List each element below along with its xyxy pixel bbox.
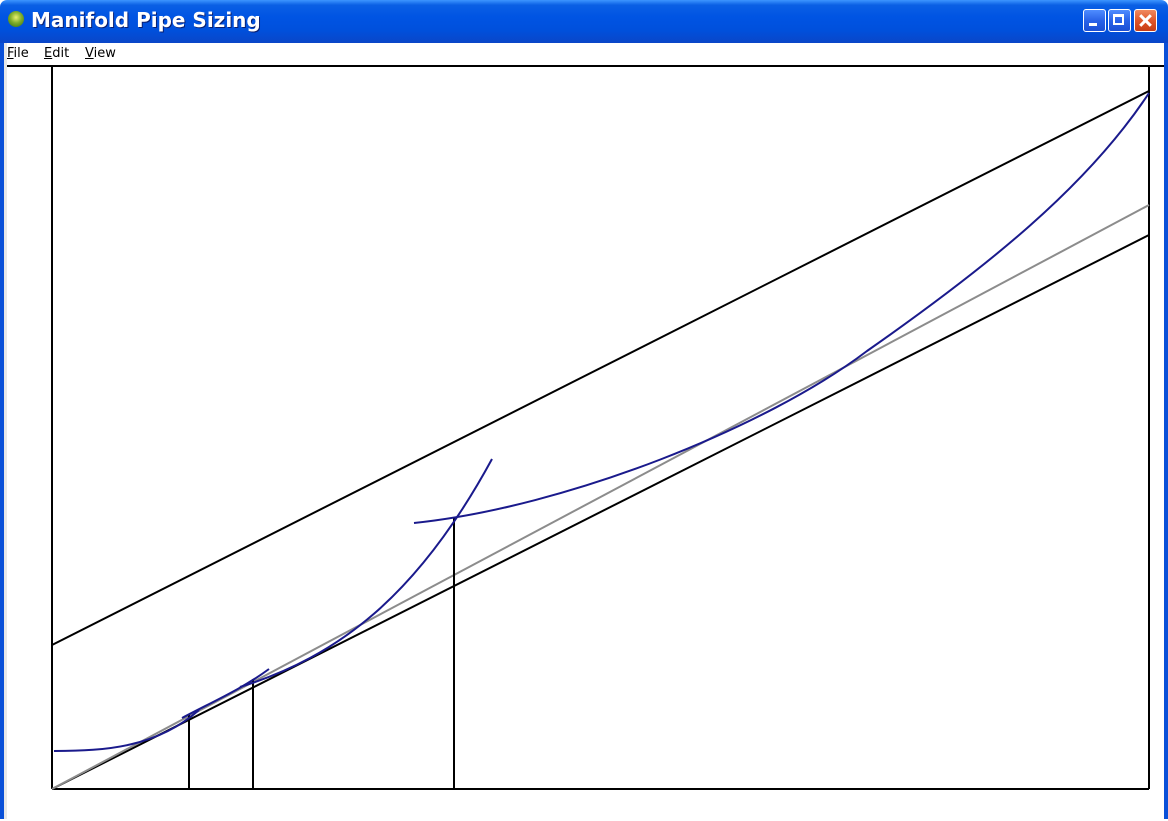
menu-view[interactable]: View (85, 46, 116, 61)
sizing-curve-4 (413, 92, 1150, 524)
title-bar[interactable]: Manifold Pipe Sizing (0, 0, 1168, 43)
manifold-app-icon[interactable] (8, 11, 24, 27)
minimize-button[interactable] (1083, 9, 1106, 32)
maximize-button[interactable] (1108, 9, 1131, 32)
window-border-left-inner (4, 43, 7, 819)
close-button[interactable] (1134, 9, 1157, 32)
plot-canvas[interactable] (7, 65, 1164, 819)
sizing-curve-3 (239, 458, 493, 688)
upper-bound-line (51, 90, 1150, 646)
menu-file[interactable]: File (7, 46, 29, 61)
sizing-curve-1 (53, 709, 200, 752)
window-title: Manifold Pipe Sizing (31, 8, 261, 32)
lower-bound-line (51, 234, 1150, 790)
menu-edit[interactable]: Edit (44, 46, 70, 61)
sizing-curve-2 (181, 668, 270, 719)
pipe-sizing-plot (51, 67, 1150, 790)
window-border-right (1164, 43, 1168, 819)
menu-bar: File Edit View (7, 43, 1164, 65)
reference-line (51, 204, 1150, 790)
window-border-left (0, 43, 4, 819)
